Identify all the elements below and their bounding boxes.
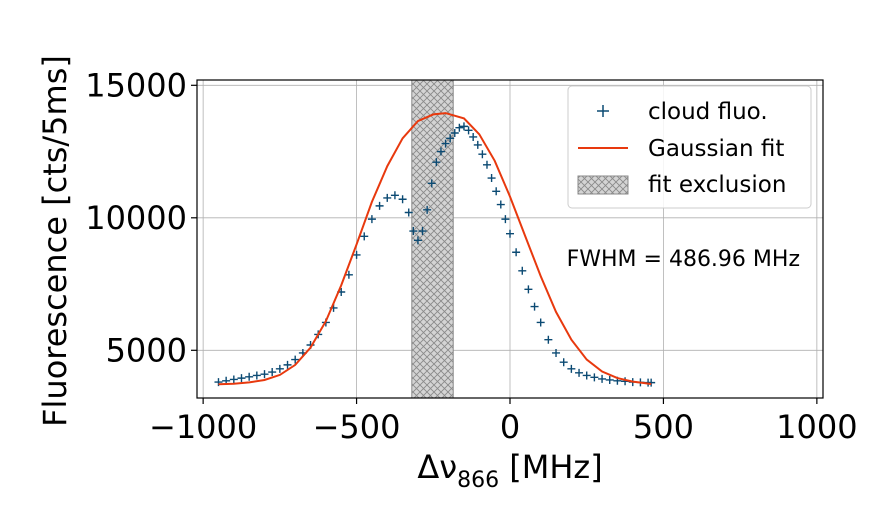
data-point	[214, 378, 223, 387]
legend-label-fit-exclusion: fit exclusion	[648, 172, 786, 198]
data-point	[268, 368, 277, 377]
x-axis-label-subscript: 866	[457, 468, 499, 493]
fwhm-annotation: FWHM = 486.96 MHz	[567, 247, 800, 272]
data-point	[413, 236, 422, 245]
data-point	[383, 193, 392, 202]
legend: cloud fluo. Gaussian fit fit exclusion	[567, 85, 812, 209]
data-point	[260, 370, 269, 379]
data-point	[390, 191, 399, 200]
data-point	[237, 374, 246, 383]
data-point	[590, 373, 599, 382]
legend-label-cloud-fluo: cloud fluo.	[648, 99, 768, 125]
data-point	[552, 348, 561, 357]
data-point	[352, 250, 361, 259]
data-point	[512, 248, 521, 257]
data-point	[291, 355, 300, 364]
data-point	[436, 147, 445, 156]
series-layer	[214, 112, 656, 387]
data-point	[375, 201, 384, 210]
data-point	[524, 285, 533, 294]
data-point	[367, 215, 376, 224]
x-tick-label: 1000	[776, 408, 857, 446]
x-tick-label: 0	[500, 408, 520, 446]
y-tick-label: 10000	[85, 199, 187, 237]
x-tick-label: −1000	[149, 408, 257, 446]
data-point	[404, 208, 413, 217]
data-point	[575, 368, 584, 377]
data-point	[360, 232, 369, 241]
data-point	[441, 139, 450, 148]
data-point	[496, 200, 505, 209]
x-tick-label: −500	[313, 408, 401, 446]
series-cloud-fluo	[214, 122, 656, 387]
legend-label-gaussian-fit: Gaussian fit	[648, 136, 784, 162]
data-point	[530, 302, 539, 311]
data-point	[487, 174, 496, 183]
y-tick-label: 5000	[106, 331, 187, 369]
data-point	[450, 129, 459, 137]
data-point	[567, 364, 576, 373]
data-point	[446, 134, 455, 143]
y-tick-label: 15000	[85, 66, 187, 104]
y-axis-label: Fluorescence [cts/5ms]	[36, 55, 74, 427]
data-point	[492, 187, 501, 196]
legend-swatch-fit-exclusion	[577, 175, 629, 195]
data-point	[459, 122, 468, 131]
data-point	[245, 372, 254, 381]
data-point	[473, 140, 482, 149]
data-point	[283, 360, 292, 369]
data-point	[582, 371, 591, 380]
data-point	[506, 229, 514, 238]
data-point	[518, 266, 527, 275]
data-point	[469, 132, 478, 141]
data-point	[559, 358, 568, 367]
data-point	[605, 375, 614, 384]
x-axis-label-main: Δν	[417, 448, 457, 486]
data-point	[501, 215, 510, 224]
gaussian-fit-line	[218, 112, 652, 386]
x-tick-label: 500	[633, 408, 694, 446]
ticks: −1000 −500 0 500 1000 5000 10000 15000	[85, 66, 857, 446]
data-point	[536, 318, 545, 327]
data-point	[598, 374, 607, 383]
data-point	[398, 195, 407, 204]
exclusion-region-layer	[411, 80, 454, 398]
data-point	[478, 150, 487, 159]
data-point	[482, 160, 491, 169]
data-point	[252, 371, 261, 380]
data-point	[423, 205, 432, 214]
x-axis-label: Δν866 [MHz]	[417, 448, 602, 493]
data-point	[275, 364, 284, 373]
data-point	[229, 375, 238, 384]
data-point	[409, 227, 418, 236]
legend-marker-cloud-fluo	[597, 105, 609, 117]
fit-exclusion-region	[411, 80, 454, 398]
legend-box	[567, 85, 812, 209]
data-point	[544, 335, 553, 344]
data-point	[427, 179, 436, 188]
data-point	[647, 378, 656, 387]
data-point	[464, 126, 473, 135]
data-point	[455, 123, 464, 132]
data-point	[432, 158, 441, 167]
x-axis-label-unit: [MHz]	[499, 448, 603, 486]
data-point	[418, 227, 427, 236]
